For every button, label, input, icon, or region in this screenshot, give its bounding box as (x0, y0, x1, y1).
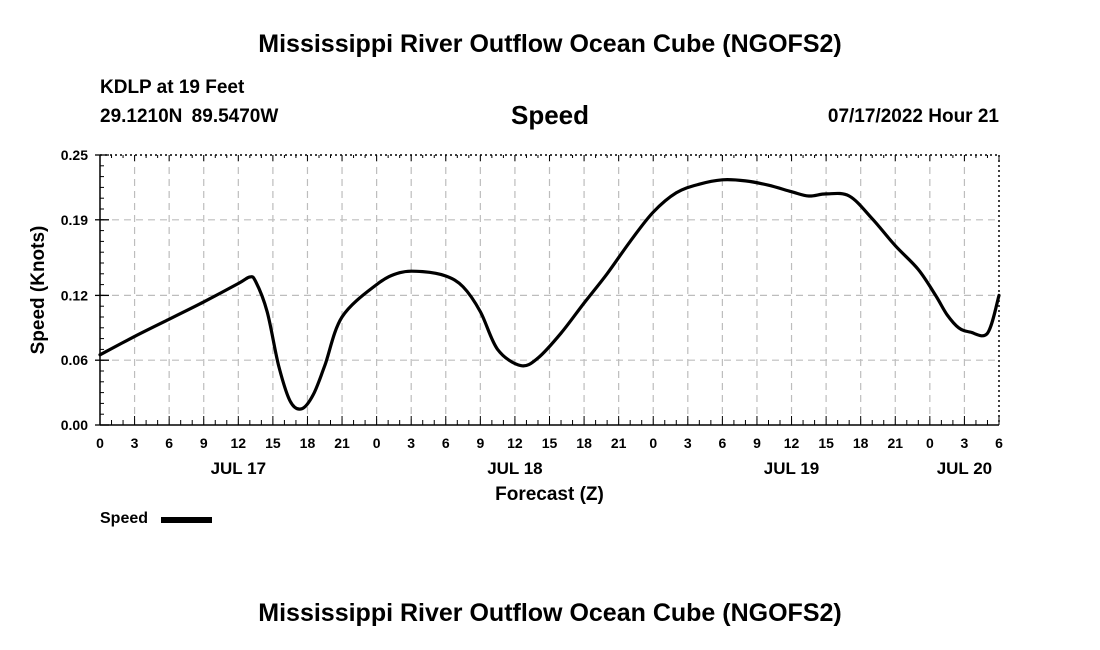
x-tick-label: 9 (200, 435, 208, 451)
forecast-datetime: 07/17/2022 Hour 21 (827, 106, 999, 127)
x-tick-label: 3 (684, 435, 692, 451)
x-tick-label: 6 (165, 435, 173, 451)
footer-title: Mississippi River Outflow Ocean Cube (NG… (258, 599, 842, 627)
series-line-speed (98, 178, 1001, 411)
x-tick-label: 15 (265, 435, 281, 451)
series-layer (98, 178, 1001, 411)
x-tick-label: 15 (542, 435, 558, 451)
x-tick-label: 0 (373, 435, 381, 451)
chart-variable-title: Speed (510, 100, 590, 130)
x-tick-label: 21 (611, 435, 627, 451)
y-tick-label: 0.12 (61, 287, 88, 303)
x-tick-label: 18 (853, 435, 869, 451)
x-tick-label: 18 (300, 435, 316, 451)
station-coordinates: 29.1210N 89.5470W (100, 106, 279, 127)
y-tick-label: 0.06 (61, 352, 88, 368)
y-tick-label: 0.25 (61, 147, 88, 163)
x-tick-label: 15 (818, 435, 834, 451)
x-tick-label: 3 (407, 435, 415, 451)
y-tick-label: 0.19 (61, 212, 88, 228)
date-label: JUL 19 (764, 459, 819, 478)
x-tick-label: 18 (576, 435, 592, 451)
x-tick-label: 6 (442, 435, 450, 451)
grid-lines (100, 155, 999, 425)
x-tick-label: 21 (887, 435, 903, 451)
page-title: Mississippi River Outflow Ocean Cube (NG… (258, 30, 842, 58)
x-tick-label: 12 (784, 435, 800, 451)
y-tick-label: 0.00 (61, 417, 88, 433)
x-tick-label: 6 (995, 435, 1003, 451)
x-tick-label: 0 (926, 435, 934, 451)
x-tick-label: 21 (334, 435, 350, 451)
x-tick-label: 9 (476, 435, 484, 451)
x-tick-label: 3 (131, 435, 139, 451)
station-label: KDLP at 19 Feet (100, 77, 245, 98)
x-tick-label: 0 (649, 435, 657, 451)
x-tick-label: 9 (753, 435, 761, 451)
legend-label: Speed (100, 510, 149, 527)
y-axis-title: Speed (Knots) (28, 226, 49, 355)
date-label: JUL 18 (487, 459, 542, 478)
date-label: JUL 17 (211, 459, 266, 478)
x-tick-label: 12 (507, 435, 523, 451)
x-tick-label: 3 (961, 435, 969, 451)
x-tick-label: 0 (96, 435, 104, 451)
x-axis-title: Forecast (Z) (495, 484, 604, 505)
date-label: JUL 20 (937, 459, 992, 478)
legend-swatch (161, 517, 212, 523)
x-tick-label: 6 (718, 435, 726, 451)
axis-labels: 0 3 6 9 12 15 18 21 0 3 6 9 12 15 18 21 0 3 6 9 12 15 18 21 0 3 6 0… (28, 147, 1003, 505)
axes (95, 154, 1000, 426)
x-tick-label: 12 (231, 435, 247, 451)
